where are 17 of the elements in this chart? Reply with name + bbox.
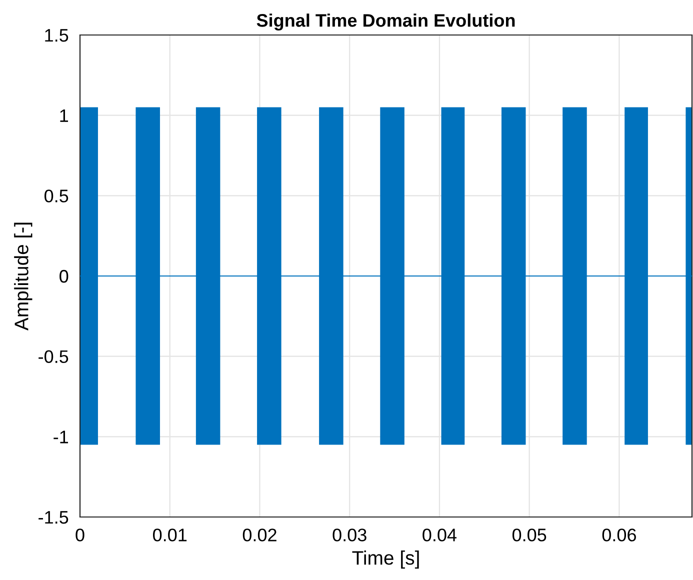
y-tick-label: 1.5 [45,29,68,42]
x-tick-label: 0.01 [153,528,187,542]
y-tick-label: -0.5 [38,350,68,364]
y-tick-label: 1 [60,109,68,122]
y-tick-label: 0 [60,270,68,283]
y-axis-title: Amplitude [-] [14,222,32,331]
x-tick-label: 0.06 [602,528,636,542]
y-tick-label: -1 [54,430,68,444]
x-tick-label: 0.03 [332,528,366,542]
x-tick-label: 0 [76,528,84,542]
y-tick-label: 0.5 [44,190,68,202]
x-tick-label: 0.05 [512,528,546,542]
x-tick-label: 0.04 [422,528,457,542]
y-tick-label: -1.5 [38,511,68,524]
x-tick-label: 0.02 [242,528,276,542]
x-axis-title: Time [s] [352,550,419,569]
chart-title: Signal Time Domain Evolution [256,14,515,30]
